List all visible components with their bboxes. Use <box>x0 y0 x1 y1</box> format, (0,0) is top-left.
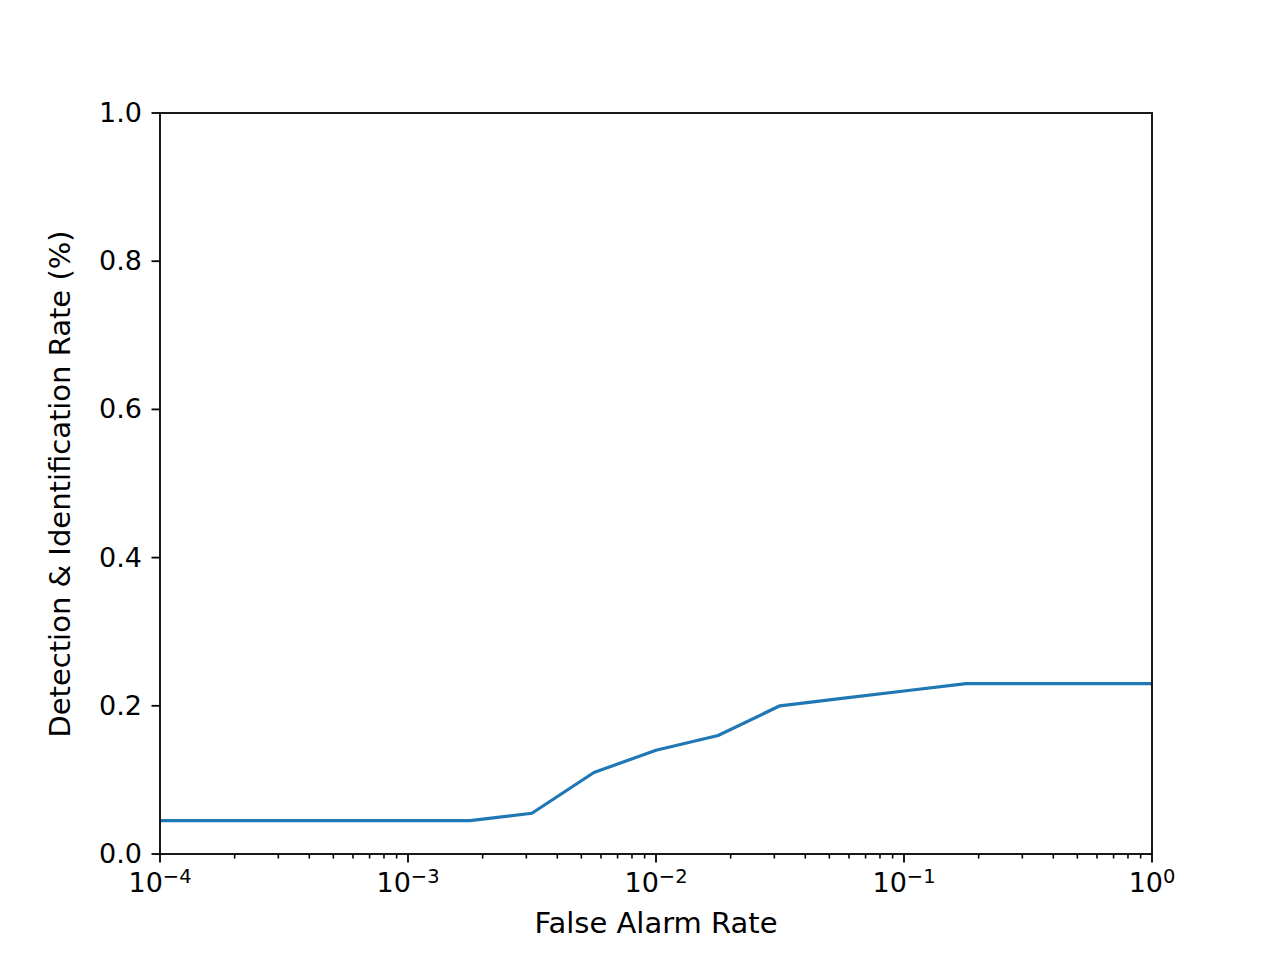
x-tick-base: 10 <box>872 867 906 898</box>
plot-area <box>0 0 1280 960</box>
x-tick-base: 10 <box>1129 867 1163 898</box>
x-axis-label: False Alarm Rate <box>534 906 777 940</box>
plot-border <box>160 113 1152 854</box>
dir-far-curve <box>160 684 1152 821</box>
x-tick-exponent: −1 <box>907 865 936 888</box>
x-tick-exponent: −3 <box>411 865 440 888</box>
x-tick-label: 10−1 <box>872 866 935 900</box>
x-tick-exponent: −4 <box>163 865 192 888</box>
figure: 10−410−310−210−11000.00.20.40.60.81.0 Fa… <box>0 0 1280 960</box>
x-tick-exponent: 0 <box>1163 865 1175 888</box>
x-tick-label: 10−2 <box>624 866 687 900</box>
x-tick-exponent: −2 <box>659 865 688 888</box>
x-tick-label: 10−4 <box>128 866 191 900</box>
x-tick-base: 10 <box>624 867 658 898</box>
y-axis-label: Detection & Identification Rate (%) <box>43 230 77 737</box>
y-tick-label: 1.0 <box>0 97 142 129</box>
x-tick-label: 100 <box>1129 866 1176 900</box>
x-tick-label: 10−3 <box>376 866 439 900</box>
x-tick-base: 10 <box>128 867 162 898</box>
x-tick-base: 10 <box>376 867 410 898</box>
y-tick-label: 0.0 <box>0 838 142 870</box>
